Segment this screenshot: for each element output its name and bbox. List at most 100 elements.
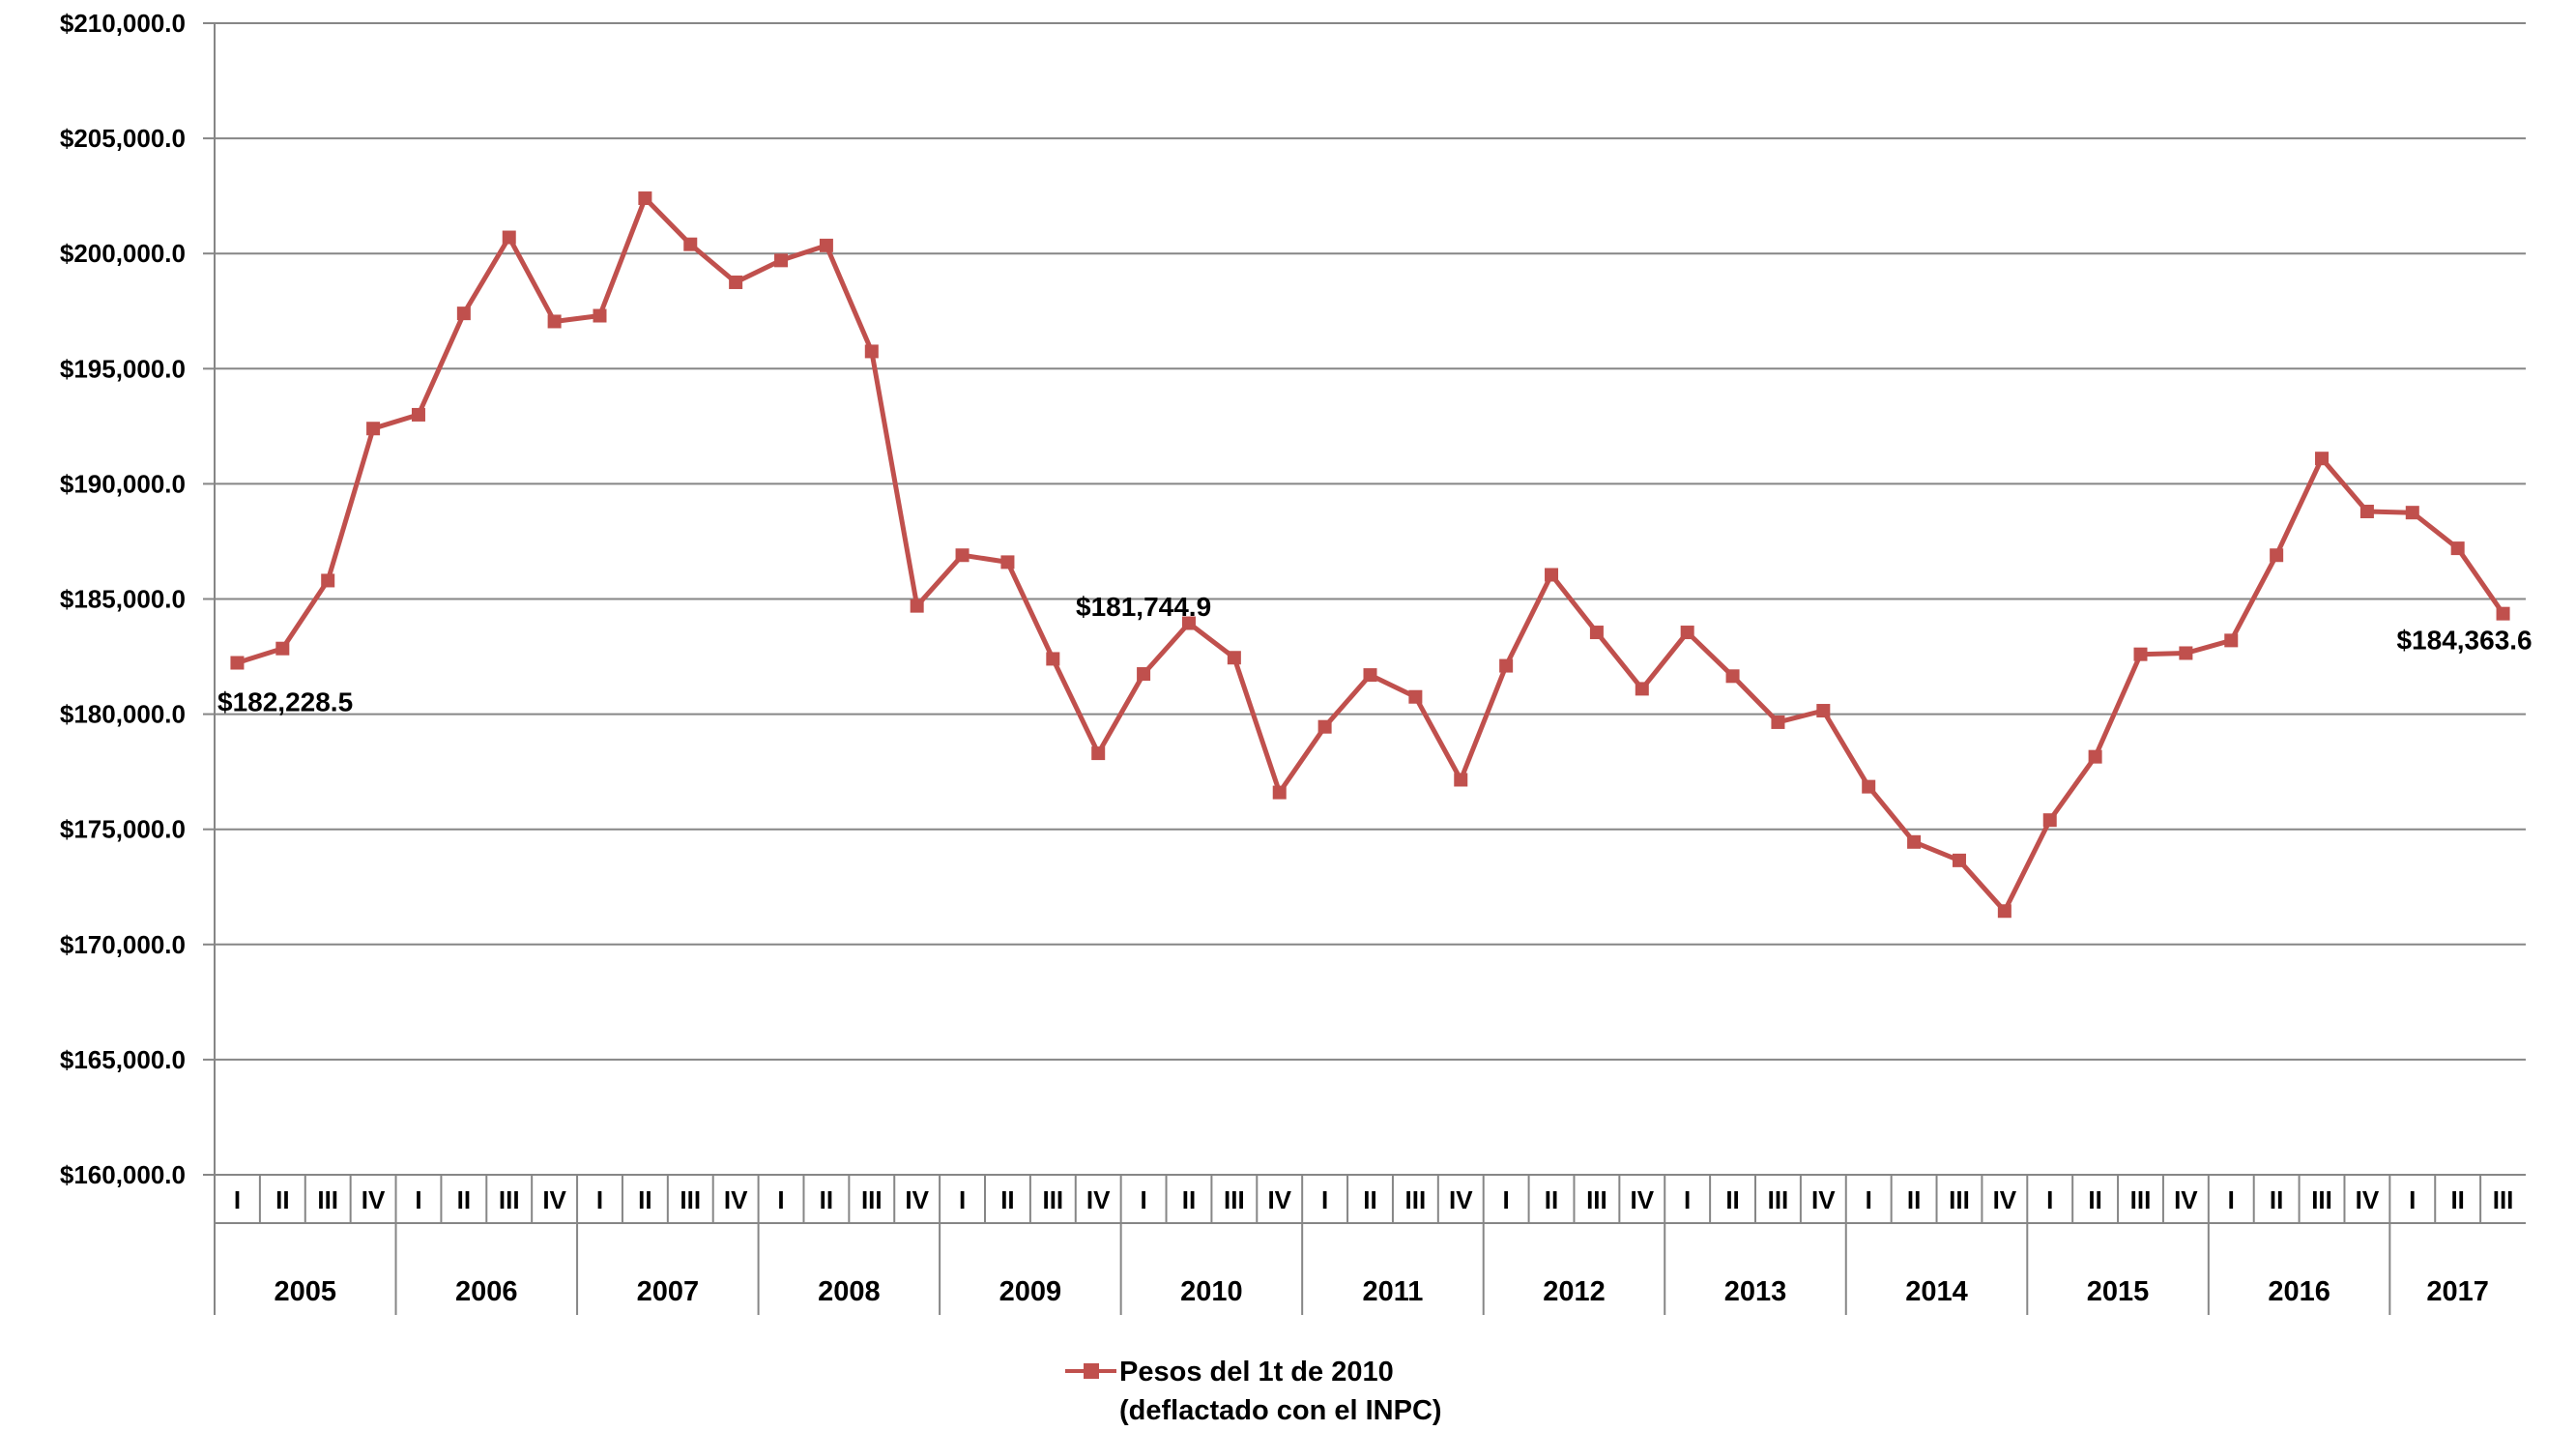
- y-tick-label: $175,000.0: [60, 815, 186, 844]
- data-point-marker: [275, 641, 290, 656]
- quarter-label: I: [1866, 1185, 1872, 1214]
- quarter-label: IV: [1993, 1185, 2017, 1214]
- data-point-marker: [910, 599, 924, 613]
- data-point-marker: [2496, 606, 2510, 621]
- quarter-label: III: [1405, 1185, 1427, 1214]
- quarter-label: III: [2311, 1185, 2332, 1214]
- data-point-marker: [1363, 668, 1377, 683]
- data-point-marker: [683, 237, 698, 251]
- y-tick-label: $185,000.0: [60, 585, 186, 614]
- data-point-marker: [1000, 555, 1015, 569]
- quarter-label: III: [499, 1185, 520, 1214]
- quarter-label: II: [1907, 1185, 1921, 1214]
- quarter-label: II: [1725, 1185, 1739, 1214]
- year-label: 2013: [1724, 1276, 1787, 1307]
- quarter-label: III: [2493, 1185, 2514, 1214]
- data-point-marker: [1771, 715, 1785, 729]
- data-point-marker: [1862, 779, 1876, 794]
- data-point-marker: [366, 422, 381, 436]
- y-tick-label: $200,000.0: [60, 239, 186, 268]
- quarter-label: IV: [1811, 1185, 1836, 1214]
- data-point-marker: [774, 253, 789, 268]
- data-point-marker: [1725, 669, 1740, 684]
- series-line: [236, 195, 2505, 914]
- data-point-marker: [547, 314, 562, 329]
- year-label: 2007: [637, 1276, 700, 1307]
- data-label: $181,744.9: [1076, 592, 1211, 622]
- data-point-marker: [1317, 719, 1332, 734]
- quarter-label: III: [1042, 1185, 1063, 1214]
- legend-series-note: (deflactado con el INPC): [1119, 1395, 1442, 1426]
- quarter-label: III: [861, 1185, 883, 1214]
- year-label: 2017: [2426, 1276, 2489, 1307]
- data-point-marker: [230, 656, 245, 670]
- data-point-marker: [955, 548, 970, 563]
- data-point-marker: [729, 275, 743, 289]
- data-point-marker: [2224, 633, 2239, 648]
- y-tick-label: $165,000.0: [60, 1045, 186, 1074]
- data-point-marker: [2405, 506, 2419, 520]
- data-labels: $182,228.5 $181,744.9 $184,363.6: [217, 592, 2533, 716]
- year-label: 2006: [455, 1276, 518, 1307]
- quarter-label: II: [1000, 1185, 1014, 1214]
- y-tick-label: $170,000.0: [60, 930, 186, 959]
- data-point-marker: [1952, 853, 1966, 867]
- data-point-marker: [2042, 813, 2057, 828]
- legend-marker-icon: [1084, 1363, 1099, 1379]
- y-tick-label: $180,000.0: [60, 700, 186, 729]
- data-point-marker: [2359, 504, 2374, 518]
- year-label: 2016: [2268, 1276, 2330, 1307]
- quarter-label: IV: [542, 1185, 566, 1214]
- data-label: $182,228.5: [217, 687, 353, 717]
- quarter-label: III: [1949, 1185, 1970, 1214]
- data-point-marker: [321, 573, 335, 588]
- y-tick-label: $205,000.0: [60, 124, 186, 153]
- data-point-marker: [1137, 667, 1151, 682]
- quarter-label: II: [2450, 1185, 2464, 1214]
- y-tick-label: $195,000.0: [60, 354, 186, 383]
- quarter-label: II: [820, 1185, 833, 1214]
- quarter-label: IV: [724, 1185, 748, 1214]
- data-point-marker: [593, 308, 607, 323]
- y-tick-label: $210,000.0: [60, 9, 186, 38]
- quarter-label: II: [2270, 1185, 2283, 1214]
- quarter-label: I: [1684, 1185, 1691, 1214]
- y-tick-label: $160,000.0: [60, 1160, 186, 1189]
- data-point-marker: [1907, 834, 1922, 849]
- quarter-label: IV: [2356, 1185, 2380, 1214]
- quarter-label: III: [680, 1185, 701, 1214]
- data-point-marker: [2450, 541, 2465, 556]
- quarter-label: II: [275, 1185, 289, 1214]
- data-point-marker: [2133, 647, 2148, 661]
- y-axis-tick-labels: $210,000.0 $205,000.0 $200,000.0 $195,000.0…: [60, 9, 186, 1189]
- quarter-label: III: [2130, 1185, 2152, 1214]
- quarter-label: II: [1545, 1185, 1558, 1214]
- quarter-label: III: [1586, 1185, 1607, 1214]
- quarter-label: I: [777, 1185, 784, 1214]
- data-point-marker: [864, 344, 879, 359]
- quarter-label: I: [415, 1185, 421, 1214]
- grid-lines: [203, 22, 2526, 1176]
- quarter-label: IV: [362, 1185, 386, 1214]
- year-label: 2012: [1543, 1276, 1606, 1307]
- quarter-label: IV: [1449, 1185, 1473, 1214]
- data-point-marker: [1046, 652, 1060, 666]
- quarter-label: II: [1363, 1185, 1376, 1214]
- data-point-marker: [1635, 682, 1649, 696]
- data-point-marker: [638, 191, 652, 206]
- quarter-label: I: [1503, 1185, 1510, 1214]
- data-point-marker: [819, 238, 833, 252]
- data-point-marker: [1181, 616, 1196, 630]
- quarter-label: III: [1224, 1185, 1245, 1214]
- data-point-marker: [1680, 626, 1694, 640]
- quarter-label: I: [1140, 1185, 1146, 1214]
- y-tick-label: $190,000.0: [60, 469, 186, 498]
- data-point-marker: [2315, 452, 2330, 466]
- year-label: 2010: [1180, 1276, 1243, 1307]
- data-point-marker: [1545, 568, 1559, 582]
- quarter-label: II: [1182, 1185, 1196, 1214]
- quarter-label: IV: [1267, 1185, 1291, 1214]
- data-point-marker: [1091, 746, 1106, 761]
